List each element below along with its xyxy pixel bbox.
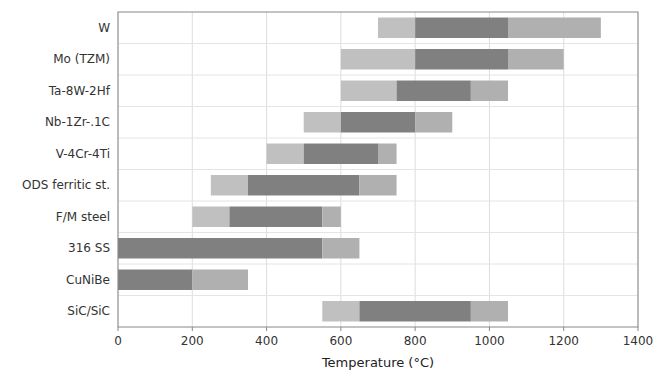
row-separator xyxy=(118,169,638,170)
bar-segment xyxy=(359,175,396,195)
bar-segment xyxy=(397,81,471,101)
bar-segment xyxy=(341,81,397,101)
bar-segment xyxy=(471,81,508,101)
x-tick-label: 600 xyxy=(329,334,352,348)
x-tick-label: 1400 xyxy=(623,334,654,348)
bar-segment xyxy=(341,112,415,132)
bar-segment xyxy=(508,49,564,69)
row-separator xyxy=(118,43,638,44)
x-tick xyxy=(563,327,564,331)
y-tick-label: SiC/SiC xyxy=(67,304,110,318)
y-tick-label: 316 SS xyxy=(68,241,110,255)
bar-segment xyxy=(267,144,304,164)
bar-segment xyxy=(359,301,470,321)
y-tick-label: Mo (TZM) xyxy=(53,52,110,66)
y-tick-label: ODS ferritic st. xyxy=(22,178,110,192)
bar-segment xyxy=(304,112,341,132)
bar-segment xyxy=(378,18,415,38)
plot-frame xyxy=(118,12,638,327)
row-separator xyxy=(118,75,638,76)
chart-container: 0 200 400 600 800 1000 1200 1400 W Mo (TZM) Ta-8W-… xyxy=(0,0,658,377)
bar-segment xyxy=(304,144,378,164)
bar-segment xyxy=(415,112,452,132)
row-separator xyxy=(118,201,638,202)
x-tick xyxy=(118,327,119,331)
x-tick xyxy=(192,327,193,331)
x-tick xyxy=(638,327,639,331)
x-tick-label: 200 xyxy=(181,334,204,348)
row-separators xyxy=(118,44,638,296)
y-tick-label: F/M steel xyxy=(56,210,110,224)
row-separator xyxy=(118,232,638,233)
row-separator xyxy=(118,264,638,265)
bar-segment xyxy=(118,270,192,290)
bar-segment xyxy=(322,207,341,227)
bar-segment xyxy=(415,49,508,69)
y-tick-label: W xyxy=(98,21,110,35)
x-tick-label: 1000 xyxy=(474,334,505,348)
x-tick xyxy=(266,327,267,331)
y-tick-label: Ta-8W-2Hf xyxy=(48,84,111,98)
chart-svg: 0 200 400 600 800 1000 1200 1400 W Mo (TZM) Ta-8W-… xyxy=(0,0,658,377)
x-tick-label: 800 xyxy=(404,334,427,348)
bar-segment xyxy=(341,49,415,69)
bar-segment xyxy=(471,301,508,321)
x-tick-label: 0 xyxy=(114,334,122,348)
bar-segment xyxy=(118,238,322,258)
x-tick-label: 1200 xyxy=(548,334,579,348)
row-separator xyxy=(118,106,638,107)
x-tick xyxy=(489,327,490,331)
bar-segment xyxy=(248,175,359,195)
bar-segment xyxy=(322,301,359,321)
x-tick-label: 400 xyxy=(255,334,278,348)
row-separator xyxy=(118,295,638,296)
y-axis: W Mo (TZM) Ta-8W-2Hf Nb-1Zr-.1C V-4Cr-4Ti ODS… xyxy=(22,21,111,319)
bar-segment xyxy=(415,18,508,38)
bar-segment xyxy=(508,18,601,38)
y-tick-label: Nb-1Zr-.1C xyxy=(45,115,110,129)
y-tick-label: V-4Cr-4Ti xyxy=(56,147,110,161)
x-tick xyxy=(340,327,341,331)
x-axis-label: Temperature (°C) xyxy=(321,355,434,370)
bar-segment xyxy=(322,238,359,258)
y-tick-label: CuNiBe xyxy=(66,273,110,287)
bar-segment xyxy=(378,144,397,164)
bars xyxy=(118,18,601,322)
bar-segment xyxy=(229,207,322,227)
row-separator xyxy=(118,138,638,139)
bar-segment xyxy=(192,207,229,227)
x-axis: 0 200 400 600 800 1000 1200 1400 xyxy=(114,327,653,348)
grid xyxy=(118,12,638,327)
x-tick xyxy=(415,327,416,331)
bar-segment xyxy=(192,270,248,290)
bar-segment xyxy=(211,175,248,195)
